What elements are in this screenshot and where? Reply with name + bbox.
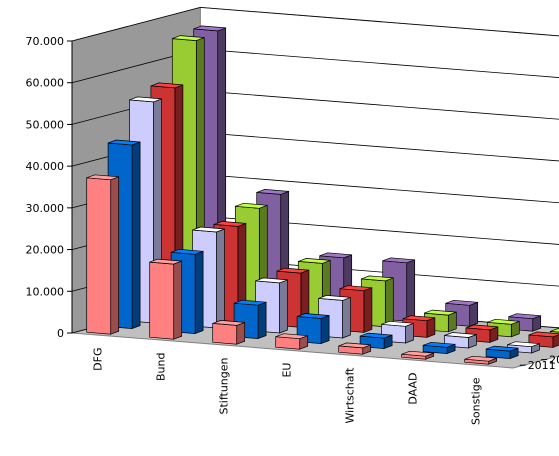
category-labels: DFG Bund Stiftungen EU Wirtschaft DAAD Sonstig… — [92, 348, 483, 426]
bar-2011-Sonstige — [464, 355, 498, 365]
category-label: Wirtschaft — [344, 367, 357, 424]
series-labels: 201120122013201420152016 — [519, 354, 559, 372]
bar-2011-Bund — [149, 258, 183, 340]
category-label: DAAD — [407, 373, 420, 405]
y-tick-label: 40.000 — [26, 160, 65, 173]
bar-2011-DAAD — [401, 350, 435, 360]
y-axis-ticks: 0 10.000 20.000 30.000 40.000 50.000 60.000 70.… — [26, 35, 73, 340]
category-label: Sonstige — [470, 377, 483, 425]
bar-2011-EU — [275, 333, 309, 350]
category-label: Bund — [155, 353, 168, 381]
y-tick-label: 60.000 — [26, 77, 65, 90]
series-label: 2011 — [528, 359, 556, 372]
category-label: Stiftungen — [218, 357, 231, 414]
gridline — [71, 6, 559, 42]
category-label: EU — [281, 363, 294, 378]
y-tick-label: 0 — [57, 327, 64, 340]
bar-2012-Sonstige — [485, 345, 519, 360]
y-tick-label: 70.000 — [26, 35, 65, 48]
bar-2011-Wirtschaft — [338, 342, 372, 355]
bar-2011-Stiftungen — [212, 320, 246, 345]
y-tick-label: 10.000 — [26, 285, 65, 298]
y-tick-label: 30.000 — [26, 202, 65, 215]
category-label: DFG — [92, 348, 105, 371]
series-label: 2012 — [549, 354, 559, 367]
bar-2011-DFG — [86, 174, 120, 335]
bar-2014-Sonstige — [528, 331, 559, 348]
y-tick-label: 50.000 — [26, 118, 65, 131]
bars — [86, 25, 559, 365]
y-tick-label: 20.000 — [26, 244, 65, 257]
bar-2012-DAAD — [422, 341, 456, 355]
